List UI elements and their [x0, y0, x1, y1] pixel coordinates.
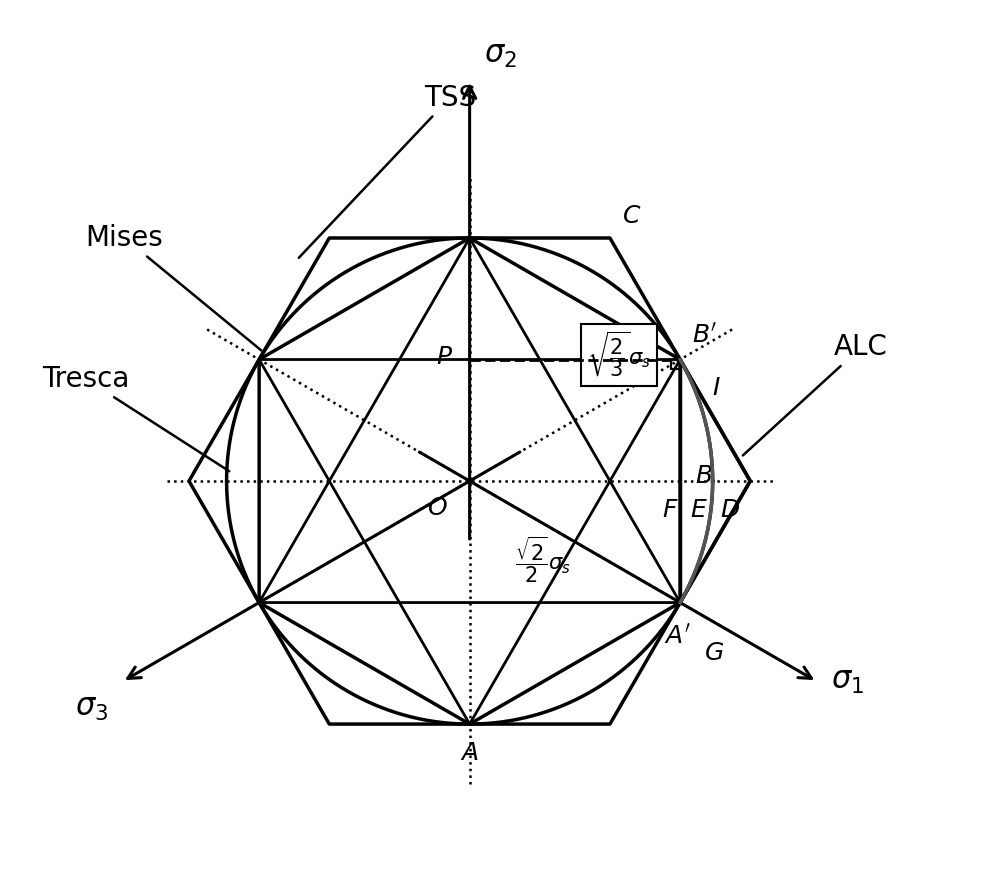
- Text: $P$: $P$: [436, 345, 453, 369]
- Text: $F$: $F$: [662, 498, 679, 522]
- Text: Mises: Mises: [86, 224, 261, 351]
- Text: $D$: $D$: [720, 498, 740, 522]
- Text: $A$: $A$: [460, 741, 479, 765]
- Text: $C$: $C$: [622, 204, 641, 228]
- Text: $I$: $I$: [712, 376, 720, 400]
- Text: $B$: $B$: [695, 464, 712, 488]
- Text: $G$: $G$: [704, 641, 725, 666]
- Text: ALC: ALC: [743, 333, 888, 455]
- Text: $E$: $E$: [690, 498, 708, 522]
- Text: $\sigma_1$: $\sigma_1$: [831, 667, 864, 696]
- Text: TSS: TSS: [299, 83, 476, 258]
- Text: $B'$: $B'$: [692, 324, 718, 347]
- Text: $O$: $O$: [427, 496, 448, 519]
- Text: $\sigma_3$: $\sigma_3$: [75, 694, 108, 723]
- Text: $\dfrac{\sqrt{2}}{2}\sigma_s$: $\dfrac{\sqrt{2}}{2}\sigma_s$: [515, 534, 571, 585]
- Text: Tresca: Tresca: [42, 365, 229, 471]
- Text: $\sqrt{\dfrac{2}{3}}\sigma_s$: $\sqrt{\dfrac{2}{3}}\sigma_s$: [587, 330, 651, 380]
- Text: $\sigma_2$: $\sigma_2$: [484, 41, 517, 70]
- Text: $A'$: $A'$: [664, 624, 691, 648]
